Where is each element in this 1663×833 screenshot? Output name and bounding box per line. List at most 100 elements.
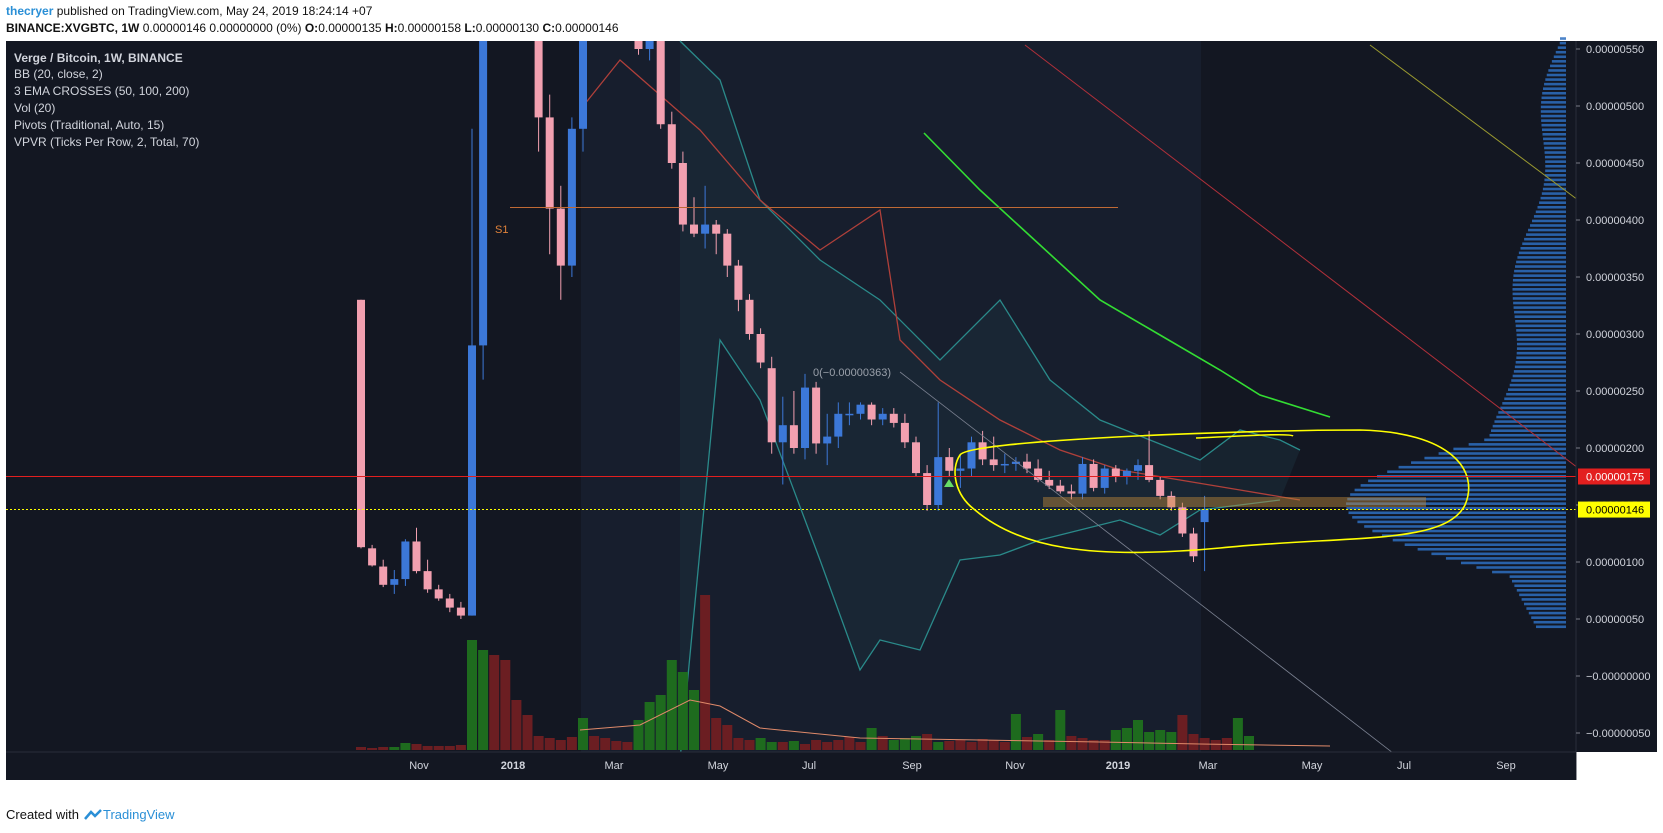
vpvr-bar	[1542, 133, 1566, 136]
volume-bar	[1166, 732, 1177, 750]
vpvr-bar	[1516, 356, 1566, 360]
vpvr-bar	[1424, 456, 1566, 460]
vpvr-bar	[1368, 479, 1566, 483]
candle-body	[1078, 463, 1087, 494]
vpvr-bar	[1516, 333, 1566, 337]
author-link[interactable]: thecryer	[6, 4, 54, 18]
close-label: C:	[542, 21, 556, 35]
candle-body	[634, 41, 643, 49]
candle-body	[434, 589, 443, 599]
y-tick-label: 0.00000450	[1586, 158, 1644, 170]
vpvr-bar	[1545, 78, 1566, 81]
vpvr-bar	[1516, 347, 1566, 350]
candle-body	[534, 41, 543, 118]
price-axis-bg	[1576, 41, 1657, 752]
volume-bar	[511, 700, 522, 750]
volume-bar	[1232, 718, 1243, 750]
volume-bar	[1077, 738, 1088, 750]
volume-bar	[600, 738, 611, 750]
candle-body	[723, 233, 732, 266]
vpvr-bar	[1387, 470, 1566, 474]
vpvr-bar	[1557, 46, 1566, 49]
vpvr-bar	[1398, 465, 1566, 469]
vpvr-bar	[1438, 452, 1566, 455]
resistance-price-text: 0.00000175	[1586, 472, 1644, 484]
vpvr-bar	[1468, 443, 1566, 446]
volume-bar	[1133, 720, 1143, 750]
vpvr-bar	[1492, 570, 1566, 574]
vpvr-bar	[1541, 128, 1566, 132]
volume-bar	[899, 738, 910, 750]
vpvr-bar	[1544, 146, 1566, 150]
volume-bar	[1033, 734, 1044, 750]
volume-bar	[389, 747, 400, 750]
vpvr-bar	[1453, 447, 1566, 451]
candle-body	[412, 541, 421, 572]
vpvr-bar	[1417, 547, 1566, 551]
vpvr-bar	[1545, 169, 1566, 173]
volume-bar	[877, 736, 888, 750]
volume-bar	[378, 747, 389, 750]
vpvr-bar	[1524, 237, 1566, 241]
volume-ma-line	[579, 699, 1331, 747]
vpvr-bar	[1513, 370, 1566, 373]
vpvr-bar	[1531, 616, 1566, 619]
vpvr-bar	[1372, 529, 1566, 533]
vpvr-bar	[1544, 174, 1566, 177]
vpvr-bar	[1544, 178, 1566, 182]
volume-bar	[1155, 730, 1166, 750]
vpvr-bar	[1551, 60, 1566, 63]
vpvr-bar	[1526, 607, 1566, 610]
candle-body	[1034, 468, 1043, 480]
volume-bar	[866, 728, 877, 750]
vpvr-bar	[1350, 493, 1566, 496]
vpvr-bar	[1512, 297, 1566, 300]
highlight-ellipse	[954, 429, 1470, 554]
vpvr-bar	[1532, 219, 1566, 223]
ema-line	[923, 132, 1331, 418]
volume-bar	[944, 741, 955, 750]
vpvr-bar	[1492, 424, 1566, 428]
volume-bar	[500, 660, 511, 750]
volume-bar	[800, 744, 810, 750]
trendline-red	[1024, 44, 1579, 469]
time-axis-bg	[6, 752, 1576, 780]
candle-body	[579, 41, 587, 129]
low-value: 0.00000130	[475, 21, 540, 35]
x-tick-label: Nov	[1005, 760, 1025, 772]
volume-bar	[644, 702, 655, 750]
pivot-s1-label: S1	[495, 224, 508, 236]
candle-body	[956, 468, 965, 471]
volume-bar	[1121, 728, 1132, 750]
published-text: published on TradingView.com, May 24, 20…	[56, 4, 373, 18]
volume-bar	[467, 640, 477, 750]
price-chart[interactable]: 0.00000550 0.00000500 0.00000450 0.00000400…	[0, 0, 1663, 800]
volume-bar	[411, 744, 422, 750]
x-tick-label: 2019	[1106, 760, 1130, 772]
vpvr-bar	[1512, 288, 1566, 291]
vpvr-bar	[1555, 50, 1566, 54]
vpvr-bar	[1541, 119, 1566, 122]
candle-body	[423, 571, 432, 590]
candle-body	[390, 579, 399, 585]
vpvr-bar	[1506, 392, 1566, 396]
candle-body	[690, 224, 698, 234]
candle-body	[1145, 465, 1154, 480]
vpvr-bar	[1541, 96, 1566, 100]
candle-body	[701, 224, 710, 234]
vpvr-bar	[1517, 256, 1566, 259]
close-value: 0.00000146	[555, 21, 619, 35]
candle-body	[468, 345, 476, 616]
created-with-text: Created with	[6, 807, 79, 822]
vpvr-bar	[1543, 87, 1566, 90]
volume-bar	[955, 740, 966, 750]
vpvr-bar	[1360, 484, 1566, 487]
candle-body	[379, 566, 388, 585]
footer: Created with TradingView	[6, 807, 175, 822]
tradingview-logo[interactable]: TradingView	[83, 807, 175, 822]
candle-body	[667, 124, 676, 163]
vpvr-bar	[1515, 319, 1566, 323]
vpvr-bar	[1560, 37, 1566, 40]
candle-body	[945, 457, 954, 471]
vpvr-bar	[1381, 534, 1566, 537]
